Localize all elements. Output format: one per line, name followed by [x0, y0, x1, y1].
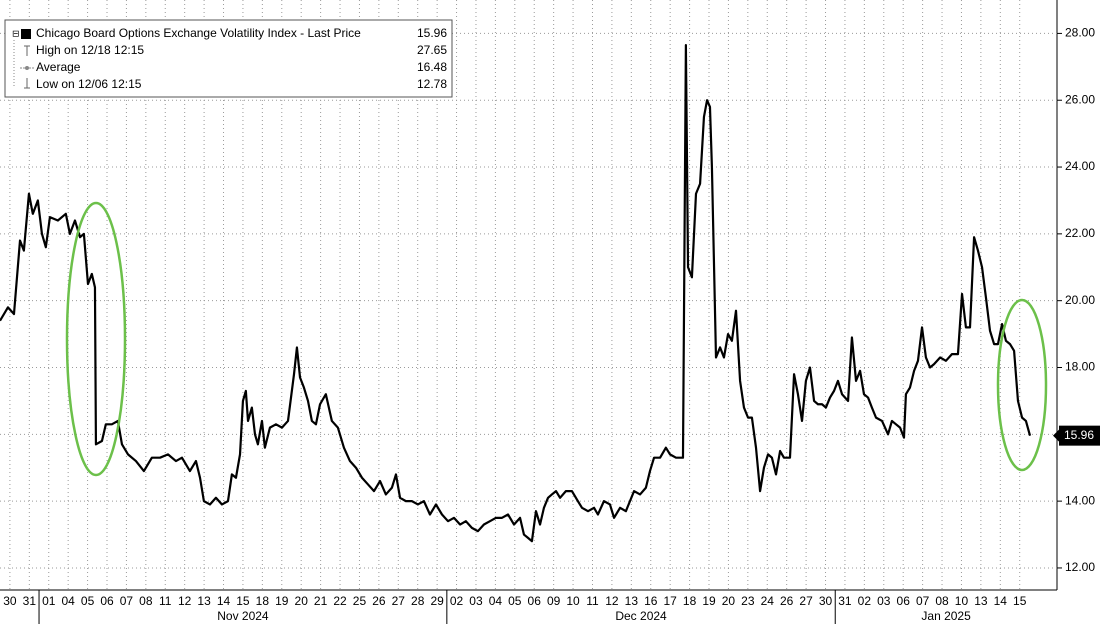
x-tick-label: 30	[3, 594, 17, 608]
x-tick-label: 06	[100, 594, 114, 608]
x-tick-label: 13	[197, 594, 211, 608]
x-tick-label: 06	[528, 594, 542, 608]
x-tick-label: 13	[625, 594, 639, 608]
x-tick-label: 10	[566, 594, 580, 608]
x-tick-label: 28	[411, 594, 425, 608]
x-tick-label: 31	[23, 594, 37, 608]
x-tick-label: 18	[256, 594, 270, 608]
legend-label: Low on 12/06 12:15	[36, 77, 142, 91]
x-tick-label: 14	[994, 594, 1008, 608]
x-tick-label: 12	[178, 594, 192, 608]
month-label: Dec 2024	[615, 609, 667, 623]
y-tick-label: 20.00	[1065, 293, 1095, 307]
legend-label: Average	[36, 60, 81, 74]
y-tick-label: 26.00	[1065, 92, 1095, 106]
x-tick-label: 31	[838, 594, 852, 608]
x-tick-label: 01	[42, 594, 56, 608]
x-tick-label: 10	[955, 594, 969, 608]
x-tick-label: 14	[217, 594, 231, 608]
x-tick-label: 19	[702, 594, 716, 608]
x-tick-label: 16	[644, 594, 658, 608]
x-tick-label: 19	[275, 594, 289, 608]
plot: 15.96	[0, 44, 1100, 543]
x-tick-label: 02	[450, 594, 464, 608]
x-tick-label: 07	[120, 594, 134, 608]
month-label: Nov 2024	[217, 609, 269, 623]
y-tick-label: 28.00	[1065, 26, 1095, 40]
x-tick-label: 13	[974, 594, 988, 608]
x-tick-label: 09	[547, 594, 561, 608]
x-tick-label: 18	[683, 594, 697, 608]
y-tick-label: 22.00	[1065, 226, 1095, 240]
legend-value: 12.78	[417, 77, 447, 91]
month-label: Jan 2025	[921, 609, 971, 623]
x-tick-label: 24	[761, 594, 775, 608]
x-tick-label: 21	[314, 594, 328, 608]
x-tick-label: 11	[586, 594, 599, 608]
x-tick-label: 03	[469, 594, 483, 608]
last-price-tag	[1059, 425, 1100, 446]
x-tick-label: 11	[159, 594, 172, 608]
x-tick-label: 12	[605, 594, 619, 608]
y-tick-label: 14.00	[1065, 493, 1095, 507]
x-tick-label: 02	[858, 594, 872, 608]
last-price-pointer	[1053, 429, 1059, 442]
x-tick-label: 20	[295, 594, 309, 608]
x-tick-label: 05	[81, 594, 95, 608]
legend: ⊟ Chicago Board Options Exchange Volatil…	[4, 19, 453, 98]
legend-swatch	[21, 29, 31, 39]
highlight-ellipse	[996, 298, 1048, 472]
x-tick-label: 04	[61, 594, 75, 608]
last-price-label: 15.96	[1064, 428, 1094, 442]
y-tick-label: 24.00	[1065, 159, 1095, 173]
legend-icon: ⊟	[12, 28, 20, 38]
x-tick-label: 26	[780, 594, 794, 608]
x-tick-label: 26	[372, 594, 386, 608]
legend-value: 16.48	[417, 60, 447, 74]
x-tick-label: 15	[1013, 594, 1027, 608]
x-tick-label: 25	[353, 594, 367, 608]
x-tick-label: 22	[333, 594, 347, 608]
x-tick-label: 27	[392, 594, 406, 608]
x-tick-label: 23	[741, 594, 755, 608]
legend-icon	[25, 66, 29, 70]
x-tick-label: 08	[139, 594, 153, 608]
x-tick-label: 08	[935, 594, 949, 608]
x-tick-label: 05	[508, 594, 522, 608]
legend-value: 15.96	[417, 26, 447, 40]
x-tick-label: 30	[819, 594, 833, 608]
highlight-ellipse	[65, 201, 127, 477]
legend-label: High on 12/18 12:15	[36, 43, 144, 57]
x-tick-label: 06	[897, 594, 911, 608]
x-tick-label: 20	[722, 594, 736, 608]
legend-value: 27.65	[417, 43, 447, 57]
y-tick-label: 18.00	[1065, 360, 1095, 374]
x-tick-label: 03	[877, 594, 891, 608]
x-tick-label: 07	[916, 594, 930, 608]
price-line	[0, 44, 1032, 543]
x-tick-label: 04	[489, 594, 503, 608]
legend-box	[4, 19, 453, 98]
x-tick-label: 17	[663, 594, 677, 608]
x-tick-label: 27	[799, 594, 813, 608]
x-tick-label: 29	[430, 594, 444, 608]
legend-label: Chicago Board Options Exchange Volatilit…	[36, 26, 361, 40]
y-tick-label: 12.00	[1065, 560, 1095, 574]
x-tick-label: 15	[236, 594, 250, 608]
